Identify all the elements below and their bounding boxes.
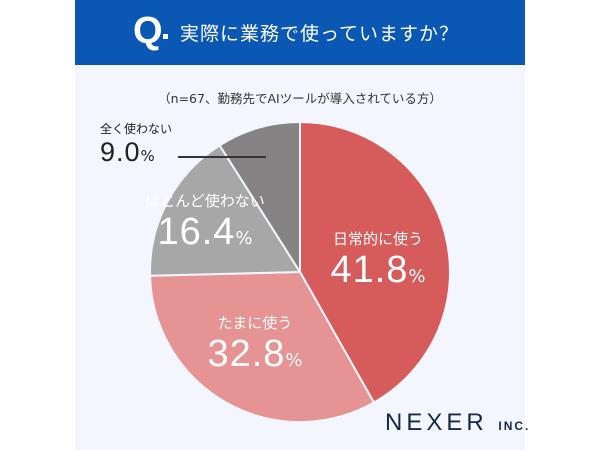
q-mark: Q [133, 10, 163, 52]
label-slice-3: 全く使わない 9.0% [100, 120, 190, 168]
unit-label: % [408, 266, 426, 287]
label-slice-0: 日常的に使う 41.8% [308, 228, 448, 292]
value-label: 16.4 [157, 211, 236, 253]
chart-title: 実際に業務で使っていますか？ [180, 23, 460, 45]
unit-label: % [140, 147, 155, 165]
pie-slice-1 [149, 270, 376, 423]
category-label: 日常的に使う [332, 230, 423, 248]
category-label: 全く使わない [100, 122, 173, 136]
value-label: 41.8 [330, 249, 409, 291]
pie-slice-2 [149, 143, 302, 277]
category-label: ほとんど使わない [145, 192, 265, 210]
pie-slice-3 [218, 120, 301, 276]
nexer-logo: NEXER INC. [385, 409, 530, 437]
value-label: 9.0 [100, 137, 141, 167]
sample-note: （n=67、勤務先でAIツールが導入されている方） [158, 91, 442, 106]
unit-label: % [235, 228, 253, 249]
question-header [75, 0, 525, 65]
q-dot [163, 34, 168, 39]
label-slice-1: たまに使う 32.8% [185, 312, 325, 376]
unit-label: % [285, 350, 303, 371]
pie-slice-0 [299, 120, 451, 404]
category-label: たまに使う [217, 314, 293, 332]
value-label: 32.8 [207, 333, 286, 375]
logo-suffix: INC. [498, 419, 531, 433]
label-slice-2: ほとんど使わない 16.4% [130, 190, 280, 254]
logo-name: NEXER [385, 409, 488, 436]
